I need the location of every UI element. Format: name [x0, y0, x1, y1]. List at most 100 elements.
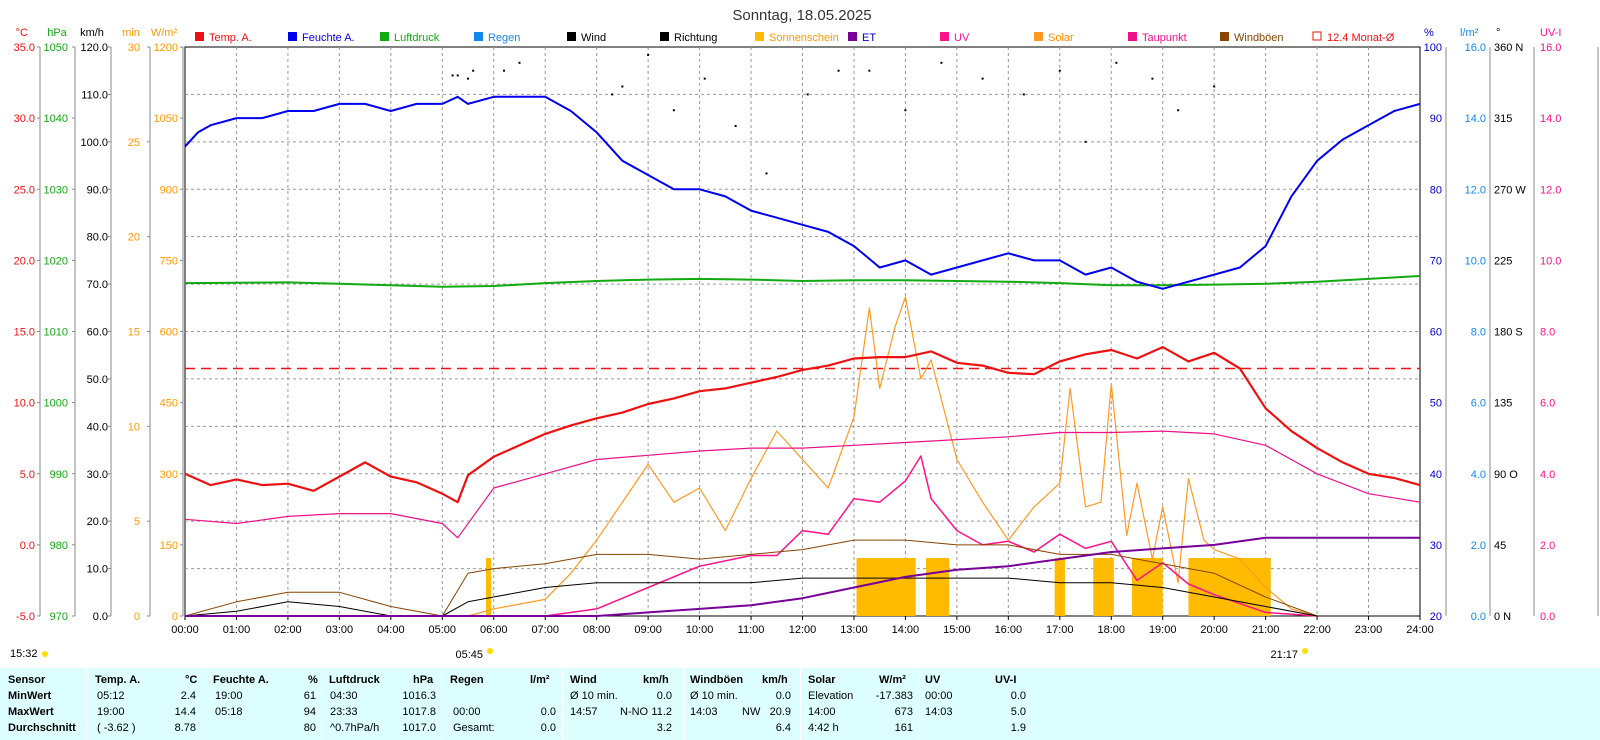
axis-tick-label: 110.0	[81, 89, 108, 101]
legend-label: Regen	[488, 32, 520, 44]
x-tick-label: 07:00	[531, 624, 559, 636]
stats-wind-time: Ø 10 min.	[570, 690, 618, 702]
axis-tick-label: 4.0	[1471, 469, 1486, 481]
axis-tick-label: 16.0	[1465, 42, 1486, 54]
axis-tick-label: 1040	[44, 113, 68, 125]
header-solar-unit: W/m²	[879, 674, 906, 686]
stats-temp-val: 2.4	[180, 690, 196, 702]
header-sensor: Sensor	[8, 674, 46, 686]
stats-gust-time: Ø 10 min.	[690, 690, 738, 702]
stats-press-time: 04:30	[330, 690, 358, 702]
x-tick-label: 21:00	[1252, 624, 1280, 636]
series-line	[184, 577, 1318, 617]
axis-tick-label: 0	[134, 611, 140, 623]
wind-direction-point	[518, 61, 521, 64]
stats-press-time: ^0.7hPa/h	[330, 722, 380, 734]
wind-direction-point	[1115, 61, 1118, 64]
x-tick-label: 04:00	[377, 624, 405, 636]
axis-tick-label: 10.0	[87, 564, 108, 576]
axis-tick-label: -5.0	[16, 611, 35, 623]
axis-tick-label: 35.0	[14, 42, 35, 54]
legend-swatch	[848, 32, 857, 41]
stats-press-val: 1017.8	[402, 706, 436, 718]
stats-solar-time: Elevation	[808, 690, 854, 702]
wind-direction-point	[765, 172, 768, 175]
stats-gust-val: 0.0	[775, 690, 791, 702]
series-line	[184, 539, 1318, 617]
axis-tick-label: 30	[1430, 540, 1442, 552]
stats-solar-time: 14:00	[808, 706, 836, 718]
series-line	[184, 346, 1421, 504]
legend-swatch	[474, 32, 483, 41]
wind-direction-point	[647, 53, 650, 56]
header-rain-unit: l/m²	[530, 674, 550, 686]
stats-hum-val: 80	[303, 722, 316, 734]
header-wind: Wind	[570, 674, 597, 686]
wind-direction-point	[904, 109, 907, 112]
x-tick-label: 02:00	[274, 624, 302, 636]
wind-direction-point	[703, 77, 706, 80]
sunshine-bar	[486, 558, 492, 616]
axis-tick-label: 15	[128, 327, 140, 339]
axis-tick-label: 10.0	[1540, 255, 1561, 267]
stats-solar-val: -17.383	[875, 690, 913, 702]
right-axes: % 100 90 80 70 60 50 40 30 20 l/m² 16.0 14.0 12.0 10.0…	[1424, 27, 1599, 623]
axis-tick-label: 4.0	[1540, 469, 1555, 481]
axis-tick-label: 80	[1430, 184, 1442, 196]
legend-swatch	[288, 32, 297, 41]
legend-label: UV	[954, 32, 970, 44]
axis-tick-label: 750	[160, 255, 178, 267]
wind-direction-point	[456, 74, 459, 77]
axis-tick-label: 10.0	[1465, 255, 1486, 267]
x-tick-label: 19:00	[1149, 624, 1177, 636]
wind-direction-point	[868, 69, 871, 72]
legend-label: Feuchte A.	[302, 32, 355, 44]
axis-tick-label: 120.0	[80, 42, 108, 54]
axis-tick-label: 1020	[44, 255, 68, 267]
stats-label: MaxWert	[8, 706, 54, 718]
axis-tick-label: 5.0	[20, 469, 35, 481]
x-tick-label: 11:00	[738, 624, 765, 636]
x-tick-label: 20:00	[1200, 624, 1228, 636]
legend-label: Richtung	[674, 32, 717, 44]
wind-direction-point	[472, 69, 475, 72]
axis-tick-label: 25.0	[14, 184, 35, 196]
wind-direction-point	[806, 93, 809, 96]
axis-tick-label: 14.0	[1465, 113, 1486, 125]
axis-tick-label: 16.0	[1540, 42, 1561, 54]
axis-unit: UV-I	[1540, 27, 1561, 39]
axis-tick-label: 1030	[44, 184, 68, 196]
header-press: Luftdruck	[329, 674, 380, 686]
wind-direction-point	[1058, 69, 1061, 72]
axis-tick-label: 0.0	[1471, 611, 1486, 623]
legend-swatch	[1220, 32, 1229, 41]
axis-tick-label: 970	[50, 611, 68, 623]
wind-direction-point	[1213, 85, 1216, 88]
legend-swatch	[1034, 32, 1043, 41]
x-tick-label: 15:00	[943, 624, 971, 636]
stats-wind-val: 11.2	[651, 706, 672, 718]
axis-tick-label: 30.0	[14, 113, 35, 125]
header-rain: Regen	[450, 674, 484, 686]
axis-tick-label: 5	[134, 516, 140, 528]
legend-label: Luftdruck	[394, 32, 440, 44]
axis-tick-label: 10.0	[14, 398, 35, 410]
legend-label: Windböen	[1234, 32, 1284, 44]
axis-tick-label: 315	[1494, 113, 1512, 125]
axis-tick-label: 6.0	[1540, 398, 1555, 410]
wind-direction-point	[1084, 140, 1087, 143]
axis-tick-label: 45	[1494, 540, 1506, 552]
header-gust: Windböen	[690, 674, 744, 686]
axis-tick-label: 30	[128, 42, 140, 54]
x-tick-label: 12:00	[789, 624, 817, 636]
x-tick-label: 16:00	[995, 624, 1023, 636]
legend: Temp. A. Feuchte A. Luftdruck Regen Wind Rich…	[195, 31, 1395, 44]
chart-title: Sonntag, 18.05.2025	[732, 7, 871, 24]
legend-swatch	[567, 32, 576, 41]
axis-tick-label: 20.0	[87, 516, 108, 528]
header-hum-unit: %	[308, 674, 318, 686]
axis-tick-label: 25	[128, 137, 140, 149]
stats-gust-dir: NW	[742, 706, 761, 718]
axis-tick-label: 1000	[44, 398, 68, 410]
axis-tick-label: 450	[160, 398, 178, 410]
